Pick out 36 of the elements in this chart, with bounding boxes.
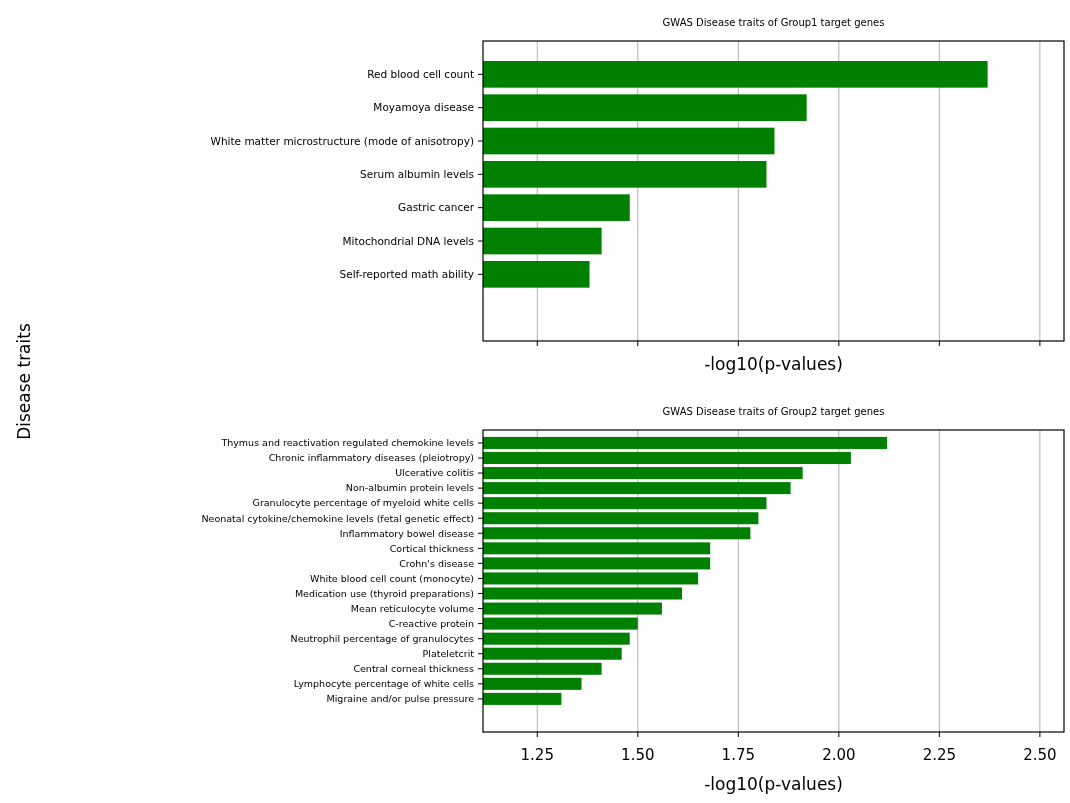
y-tick-label: Gastric cancer [398, 201, 475, 214]
x-tick-label: 2.25 [922, 746, 957, 764]
chart-title: GWAS Disease traits of Group1 target genes [662, 17, 885, 28]
y-tick-label: Mean reticulocyte volume [350, 602, 475, 614]
y-tick-label: Crohn's disease [399, 557, 475, 569]
y-tick-label: Granulocyte percentage of myeloid white cells [252, 497, 475, 509]
x-tick-label: 1.25 [520, 746, 554, 764]
y-tick-label: Plateletcrit [422, 648, 475, 660]
x-tick-label: 1.75 [721, 746, 756, 764]
y-tick-label: Mitochondrial DNA levels [342, 234, 474, 247]
x-axis-title: -log10(p-values) [704, 774, 843, 794]
y-tick-label: Non-albumin protein levels [345, 482, 475, 494]
y-tick-label: Serum albumin levels [360, 168, 474, 181]
y-tick-label: Neutrophil percentage of granulocytes [290, 632, 475, 644]
y-tick-label: Thymus and reactivation regulated chemokine levels [220, 437, 475, 449]
chart-title: GWAS Disease traits of Group2 target genes [662, 406, 885, 417]
y-tick-label: C-reactive protein [388, 617, 474, 629]
x-tick-label: 2.50 [1023, 746, 1057, 764]
y-tick-label: Migraine and/or pulse pressure [326, 693, 475, 705]
y-tick-label: Ulcerative colitis [395, 467, 475, 479]
y-axis-title: Disease traits [14, 323, 34, 440]
y-tick-label: Lymphocyte percentage of white cells [293, 678, 475, 690]
x-tick-label: 2.00 [822, 746, 856, 764]
y-tick-label: Chronic inflammatory diseases (pleiotropy) [268, 452, 474, 464]
x-axis-title: -log10(p-values) [704, 354, 843, 374]
y-tick-label: Central corneal thickness [353, 663, 475, 675]
y-tick-label: Self-reported math ability [339, 268, 474, 281]
y-tick-label: Red blood cell count [367, 68, 474, 81]
y-tick-label: Medication use (thyroid preparations) [294, 587, 474, 599]
x-tick-label: 1.50 [621, 746, 655, 764]
y-tick-label: Inflammatory bowel disease [339, 527, 475, 539]
y-tick-label: Neonatal cytokine/chemokine levels (fetal genetic effect) [201, 512, 474, 524]
y-tick-label: White matter microstructure (mode of anisotropy) [210, 134, 474, 147]
y-tick-label: Cortical thickness [389, 542, 475, 554]
y-tick-label: White blood cell count (monocyte) [310, 572, 474, 584]
y-tick-label: Moyamoya disease [373, 101, 474, 114]
